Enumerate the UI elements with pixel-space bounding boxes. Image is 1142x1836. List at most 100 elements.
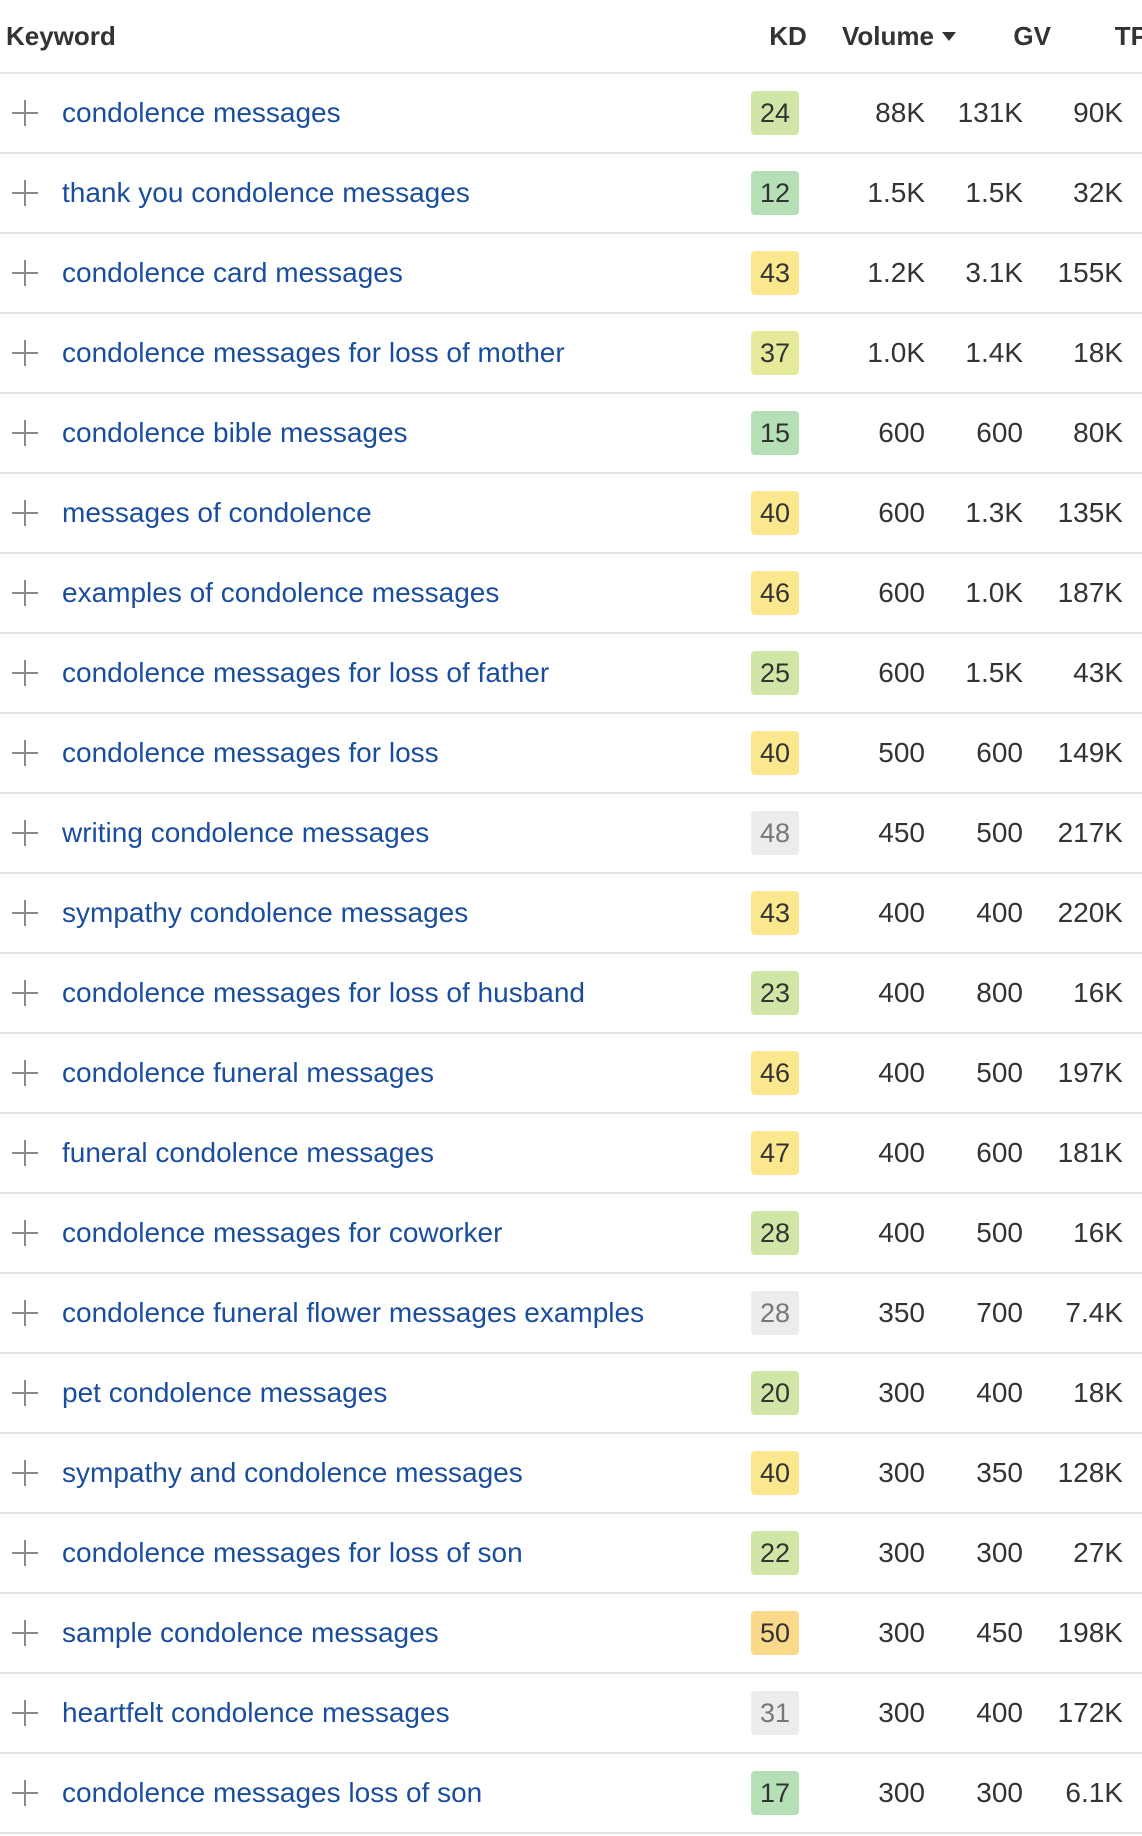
- table-row: writing condolence messages 48 450 500 217K: [0, 794, 1142, 874]
- volume-cell: 600: [878, 497, 925, 528]
- gv-cell: 600: [976, 417, 1023, 448]
- plus-icon[interactable]: [0, 1513, 62, 1593]
- table-row: condolence messages 24 88K 131K 90K: [0, 74, 1142, 154]
- gv-cell: 700: [976, 1297, 1023, 1328]
- keyword-link[interactable]: pet condolence messages: [62, 1377, 388, 1408]
- kd-badge: 46: [751, 1051, 799, 1095]
- plus-icon[interactable]: [0, 1033, 62, 1113]
- plus-icon[interactable]: [0, 713, 62, 793]
- tp-header-label: TP: [1114, 20, 1142, 51]
- keyword-link[interactable]: condolence messages for loss: [62, 737, 439, 768]
- keyword-link[interactable]: sympathy condolence messages: [62, 897, 469, 928]
- keyword-link[interactable]: examples of condolence messages: [62, 577, 500, 608]
- plus-icon[interactable]: [0, 473, 62, 553]
- keyword-link[interactable]: condolence messages: [62, 97, 341, 128]
- kd-badge: 28: [751, 1291, 799, 1335]
- plus-icon[interactable]: [0, 1113, 62, 1193]
- keyword-link[interactable]: funeral condolence messages: [62, 1137, 435, 1168]
- kd-cell: 25: [730, 651, 820, 695]
- keyword-link[interactable]: sympathy and condolence messages: [62, 1457, 523, 1488]
- plus-icon[interactable]: [0, 1673, 62, 1753]
- keyword-link[interactable]: messages of condolence: [62, 497, 372, 528]
- table-body: condolence messages 24 88K 131K 90K thank you…: [0, 74, 1142, 1834]
- kd-badge: 40: [751, 731, 799, 775]
- tp-cell: 198K: [1057, 1617, 1123, 1648]
- keyword-cell: writing condolence messages: [0, 793, 730, 873]
- keyword-cell: heartfelt condolence messages: [0, 1673, 730, 1753]
- gv-column-header[interactable]: GV: [956, 21, 1051, 52]
- volume-cell: 300: [878, 1457, 925, 1488]
- volume-cell: 400: [878, 1217, 925, 1248]
- plus-icon[interactable]: [0, 1433, 62, 1513]
- plus-icon[interactable]: [0, 1753, 62, 1833]
- plus-icon[interactable]: [0, 953, 62, 1033]
- volume-cell: 500: [878, 737, 925, 768]
- gv-cell: 400: [976, 1377, 1023, 1408]
- keyword-link[interactable]: sample condolence messages: [62, 1617, 439, 1648]
- plus-icon[interactable]: [0, 873, 62, 953]
- keyword-link[interactable]: writing condolence messages: [62, 817, 430, 848]
- keyword-cell: examples of condolence messages: [0, 553, 730, 633]
- table-row: pet condolence messages 20 300 400 18K: [0, 1354, 1142, 1434]
- keyword-link[interactable]: condolence messages for loss of mother: [62, 337, 565, 368]
- kd-badge: 28: [751, 1211, 799, 1255]
- plus-icon[interactable]: [0, 1593, 62, 1673]
- keyword-link[interactable]: thank you condolence messages: [62, 177, 470, 208]
- gv-cell: 600: [976, 737, 1023, 768]
- gv-cell: 300: [976, 1537, 1023, 1568]
- keyword-link[interactable]: condolence card messages: [62, 257, 403, 288]
- keyword-link[interactable]: condolence messages for loss of father: [62, 657, 550, 688]
- tp-cell: 27K: [1073, 1537, 1123, 1568]
- plus-icon[interactable]: [0, 633, 62, 713]
- plus-icon[interactable]: [0, 153, 62, 233]
- gv-cell: 3.1K: [965, 257, 1023, 288]
- plus-icon[interactable]: [0, 553, 62, 633]
- kd-badge: 17: [751, 1771, 799, 1815]
- keyword-link[interactable]: condolence messages for loss of husband: [62, 977, 585, 1008]
- kd-badge: 24: [751, 91, 799, 135]
- plus-icon[interactable]: [0, 1353, 62, 1433]
- kd-cell: 46: [730, 1051, 820, 1095]
- plus-icon[interactable]: [0, 393, 62, 473]
- plus-icon[interactable]: [0, 233, 62, 313]
- keyword-header-label: Keyword: [6, 20, 116, 51]
- keyword-column-header[interactable]: Keyword: [0, 21, 736, 52]
- plus-icon[interactable]: [0, 313, 62, 393]
- plus-icon[interactable]: [0, 793, 62, 873]
- kd-cell: 17: [730, 1771, 820, 1815]
- kd-cell: 48: [730, 811, 820, 855]
- volume-column-header[interactable]: Volume: [826, 21, 956, 52]
- keyword-cell: funeral condolence messages: [0, 1113, 730, 1193]
- keyword-link[interactable]: condolence messages for coworker: [62, 1217, 503, 1248]
- keyword-cell: sympathy condolence messages: [0, 873, 730, 953]
- plus-icon[interactable]: [0, 1273, 62, 1353]
- plus-icon[interactable]: [0, 1193, 62, 1273]
- keyword-link[interactable]: condolence bible messages: [62, 417, 408, 448]
- tp-cell: 18K: [1073, 337, 1123, 368]
- kd-badge: 48: [751, 811, 799, 855]
- volume-cell: 88K: [875, 97, 925, 128]
- keyword-cell: condolence bible messages: [0, 393, 730, 473]
- tp-cell: 16K: [1073, 1217, 1123, 1248]
- tp-column-header[interactable]: TP: [1051, 21, 1142, 52]
- gv-cell: 300: [976, 1777, 1023, 1808]
- volume-cell: 600: [878, 657, 925, 688]
- table-row: condolence messages for loss of mother 37…: [0, 314, 1142, 394]
- keyword-cell: condolence card messages: [0, 233, 730, 313]
- kd-column-header[interactable]: KD: [743, 21, 833, 52]
- keyword-link[interactable]: condolence messages loss of son: [62, 1777, 483, 1808]
- kd-cell: 40: [730, 491, 820, 535]
- tp-cell: 217K: [1057, 817, 1123, 848]
- table-row: condolence messages for loss of husband 2…: [0, 954, 1142, 1034]
- table-header: Keyword KD Volume GV TP: [0, 0, 1142, 74]
- table-row: sympathy condolence messages 43 400 400 220K: [0, 874, 1142, 954]
- kd-badge: 47: [751, 1131, 799, 1175]
- keyword-cell: condolence messages for loss of father: [0, 633, 730, 713]
- keyword-link[interactable]: heartfelt condolence messages: [62, 1697, 450, 1728]
- table-row: condolence funeral messages 46 400 500 197K: [0, 1034, 1142, 1114]
- keyword-link[interactable]: condolence messages for loss of son: [62, 1537, 523, 1568]
- keyword-link[interactable]: condolence funeral flower messages examp…: [62, 1297, 645, 1328]
- keyword-link[interactable]: condolence funeral messages: [62, 1057, 435, 1088]
- plus-icon[interactable]: [0, 73, 62, 153]
- tp-cell: 16K: [1073, 977, 1123, 1008]
